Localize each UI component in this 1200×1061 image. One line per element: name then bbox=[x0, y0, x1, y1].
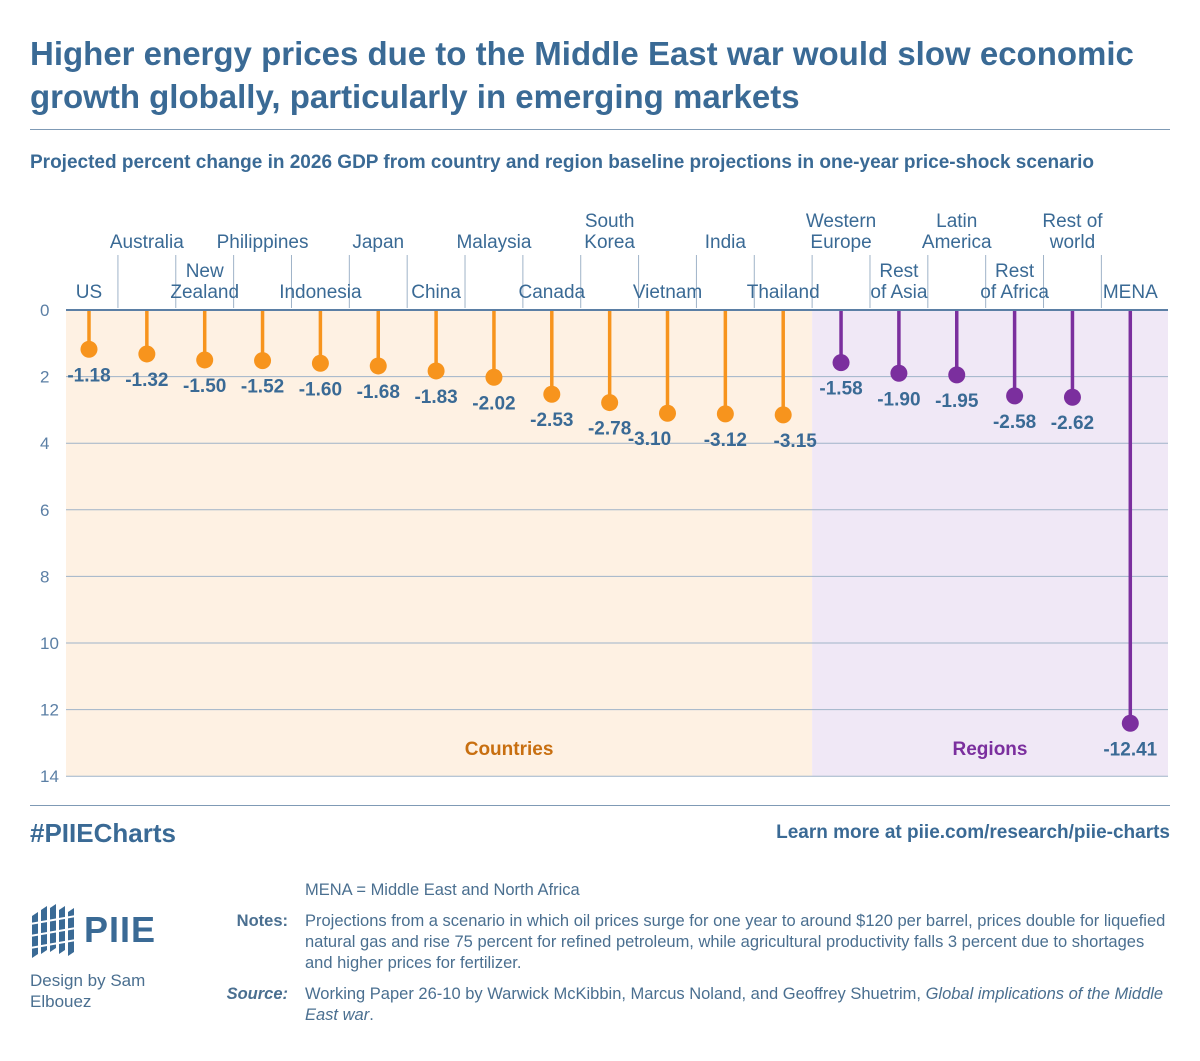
y-tick-label: 10 bbox=[40, 634, 59, 653]
category-label: Western bbox=[806, 211, 876, 232]
hashtag[interactable]: #PIIECharts bbox=[30, 818, 176, 848]
dot bbox=[80, 340, 98, 358]
category-label: New bbox=[186, 261, 224, 282]
piie-logo: PIIE bbox=[30, 902, 156, 958]
abbreviation-note: MENA = Middle East and North Africa bbox=[305, 881, 580, 899]
category-label: of Asia bbox=[870, 282, 927, 303]
dot bbox=[311, 354, 329, 372]
learn-more-link[interactable]: Learn more at piie.com/research/piie-cha… bbox=[776, 822, 1170, 843]
dot bbox=[774, 406, 792, 424]
category-label: world bbox=[1049, 232, 1095, 253]
data-label: -2.53 bbox=[530, 410, 573, 431]
dot bbox=[427, 362, 445, 380]
category-label: Thailand bbox=[747, 282, 820, 303]
data-label: -1.50 bbox=[183, 376, 226, 397]
data-label: -2.58 bbox=[993, 412, 1036, 433]
data-label: -1.18 bbox=[67, 365, 110, 386]
category-label: Europe bbox=[810, 232, 871, 253]
data-label: -3.15 bbox=[774, 431, 818, 452]
category-label: Indonesia bbox=[279, 282, 362, 303]
data-label: -2.78 bbox=[588, 419, 631, 440]
category-label: Philippines bbox=[217, 232, 309, 253]
category-label: Japan bbox=[352, 232, 404, 253]
data-label: -1.52 bbox=[241, 377, 284, 398]
category-label: India bbox=[705, 232, 747, 253]
logo-text: PIIE bbox=[84, 909, 157, 950]
countries-group-label: Countries bbox=[465, 739, 554, 760]
category-label: US bbox=[76, 282, 102, 303]
y-tick-label: 4 bbox=[40, 434, 49, 453]
category-label: Latin bbox=[936, 211, 977, 232]
data-label: -1.32 bbox=[125, 370, 168, 391]
category-label: Rest bbox=[995, 261, 1035, 282]
countries-background bbox=[66, 310, 813, 777]
dot bbox=[832, 354, 850, 372]
footer-divider bbox=[30, 805, 1170, 806]
dot bbox=[890, 364, 908, 382]
source-end: . bbox=[369, 1006, 374, 1024]
source-title: Global implications of the Middle East w… bbox=[305, 985, 1164, 1024]
data-label: -12.41 bbox=[1103, 739, 1157, 760]
category-label: Zealand bbox=[170, 282, 239, 303]
y-tick-label: 0 bbox=[40, 301, 49, 320]
regions-background bbox=[812, 310, 1168, 777]
dot bbox=[543, 385, 561, 403]
piie-columns-icon bbox=[30, 904, 76, 958]
category-label: America bbox=[922, 232, 992, 253]
regions-group-label: Regions bbox=[953, 739, 1028, 760]
title-divider bbox=[30, 129, 1170, 130]
notes-block: MENA = Middle East and North Africa Note… bbox=[200, 880, 1170, 1036]
data-label: -1.58 bbox=[819, 379, 862, 400]
data-label: -1.68 bbox=[357, 382, 400, 403]
source-text: Working Paper 26-10 by Warwick McKibbin,… bbox=[305, 984, 1170, 1026]
dot bbox=[369, 357, 387, 375]
dot bbox=[659, 404, 676, 422]
category-label: Canada bbox=[519, 282, 586, 303]
design-credit: Design by Sam Elbouez bbox=[30, 971, 146, 1011]
y-tick-label: 8 bbox=[40, 567, 49, 586]
chart-subtitle: Projected percent change in 2026 GDP fro… bbox=[30, 152, 1094, 173]
dot bbox=[138, 345, 156, 363]
category-label: Korea bbox=[584, 232, 635, 253]
data-label: -2.02 bbox=[472, 393, 515, 414]
dot bbox=[1063, 388, 1081, 406]
y-tick-label: 2 bbox=[40, 368, 49, 387]
dot bbox=[485, 368, 503, 386]
dot bbox=[601, 394, 619, 412]
source-label: Source: bbox=[226, 985, 288, 1003]
category-label: of Africa bbox=[980, 282, 1049, 303]
category-label: Malaysia bbox=[456, 232, 531, 253]
chart-title: Higher energy prices due to the Middle E… bbox=[30, 35, 1134, 115]
category-label: Rest bbox=[879, 261, 919, 282]
dot bbox=[716, 405, 734, 423]
lollipop-chart: 0 2 4 6 8 10 12 14 -1.18 US -1.32 Australia -1.50 New… bbox=[40, 211, 1168, 786]
data-label: -1.95 bbox=[935, 391, 979, 412]
category-label: South bbox=[585, 211, 635, 232]
data-label: -2.62 bbox=[1051, 413, 1094, 434]
notes-label: Notes: bbox=[236, 912, 288, 930]
data-label: -3.12 bbox=[704, 430, 747, 451]
category-label: Rest of bbox=[1042, 211, 1103, 232]
dot bbox=[196, 351, 214, 369]
dot bbox=[254, 352, 272, 370]
category-label: MENA bbox=[1103, 282, 1158, 303]
category-label: Vietnam bbox=[633, 282, 702, 303]
dot bbox=[1006, 387, 1024, 405]
notes-text: Projections from a scenario in which oil… bbox=[305, 912, 1166, 972]
data-label: -3.10 bbox=[628, 429, 671, 450]
data-label: -1.90 bbox=[877, 389, 920, 410]
data-label: -1.83 bbox=[414, 387, 457, 408]
y-tick-label: 12 bbox=[40, 701, 59, 720]
category-label: Australia bbox=[110, 232, 184, 253]
dot bbox=[948, 366, 966, 384]
dot bbox=[1121, 714, 1139, 732]
category-label: China bbox=[411, 282, 461, 303]
y-tick-label: 6 bbox=[40, 501, 49, 520]
data-label: -1.60 bbox=[299, 379, 342, 400]
y-tick-label: 14 bbox=[40, 767, 59, 786]
source-authors: Working Paper 26-10 by Warwick McKibbin,… bbox=[305, 985, 921, 1003]
